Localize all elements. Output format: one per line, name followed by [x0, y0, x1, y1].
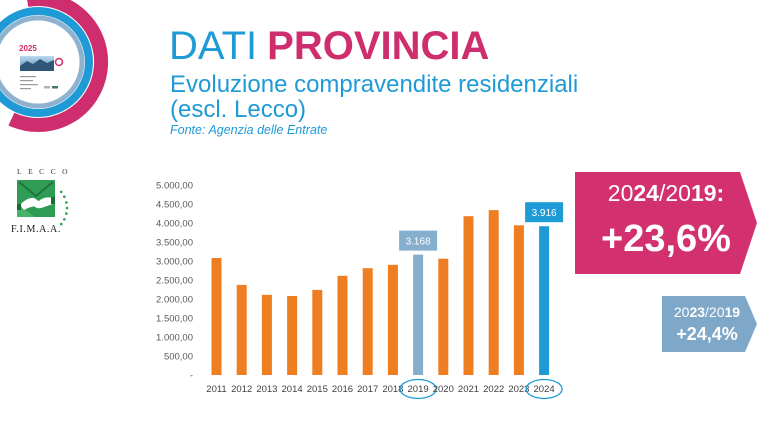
fimaa-logo: LECCO F.I.M.A.A. — [11, 167, 74, 235]
data-label-text: 3.168 — [406, 236, 431, 247]
subtitle-line-1: Evoluzione compravendite residenziali — [170, 71, 579, 98]
comparison-label: 2023/2019 — [662, 304, 752, 321]
badge-fine-print — [20, 76, 58, 90]
badge-year-text: 2025 — [19, 44, 37, 53]
x-tick-label-2017: 2017 — [357, 384, 378, 395]
y-tick-label: 3.000,00 — [156, 256, 193, 267]
label-part: 20 — [673, 304, 690, 320]
page-title: DATI PROVINCIA — [169, 22, 489, 70]
bar-2017 — [362, 268, 373, 375]
highlight-circle-2024 — [525, 378, 563, 400]
x-tick-label-2020: 2020 — [433, 384, 454, 395]
fimaa-city-text: LECCO — [17, 167, 74, 176]
label-part: 23 — [689, 304, 706, 320]
x-tick-label-2015: 2015 — [307, 384, 328, 395]
x-tick-label-2011: 2011 — [206, 384, 226, 395]
page-title-bold: PROVINCIA — [267, 24, 490, 68]
bar-2020 — [438, 258, 449, 375]
bar-2019 — [413, 254, 424, 375]
y-tick-label: 5.000,00 — [156, 180, 193, 191]
bar-2013 — [261, 294, 272, 375]
page-subtitle: Evoluzione compravendite residenziali (e… — [170, 72, 578, 122]
y-tick-label: 2.000,00 — [156, 294, 193, 305]
data-label-box — [525, 202, 564, 223]
badge-outer-ring — [8, 0, 109, 133]
data-label-box — [399, 230, 438, 251]
comparison-callout-2023-2019: 2023/2019 +24,4% — [662, 296, 758, 353]
y-tick-label: 2.500,00 — [156, 275, 193, 286]
y-tick-label: 500,00 — [164, 351, 193, 362]
bar-2018 — [387, 264, 398, 375]
x-tick-label-2013: 2013 — [256, 384, 277, 395]
bar-2012 — [236, 284, 247, 375]
badge-blue-ring — [0, 7, 93, 117]
label-part: 19 — [724, 304, 741, 320]
label-part: 20 — [607, 180, 634, 206]
bar-2014 — [287, 296, 298, 375]
data-label-2024: 3.916 — [525, 202, 564, 223]
label-part: 19: — [690, 180, 725, 206]
bar-2015 — [312, 289, 323, 375]
x-tick-label-2021: 2021 — [458, 384, 479, 395]
x-tick-label-2023: 2023 — [508, 384, 529, 395]
bar-2024 — [539, 226, 550, 375]
callout-arrow-shape — [662, 296, 757, 352]
callout-arrow-shape — [575, 172, 757, 274]
source-note: Fonte: Agenzia delle Entrate — [170, 123, 328, 137]
label-part: /20 — [705, 304, 725, 320]
badge-photo-mountains — [20, 59, 54, 71]
comparison-value: +24,4% — [676, 324, 738, 344]
badge-ring-mark — [54, 57, 64, 67]
subtitle-line-2: (escl. Lecco) — [170, 96, 307, 123]
label-part: 24 — [633, 180, 659, 206]
handshake-icon — [17, 180, 55, 217]
compravendite-bar-chart: - 500,00 1.000,00 1.500,00 2.000,00 2.500,00 3… — [156, 180, 564, 400]
badge-steel-ring — [0, 15, 85, 109]
label-part: /20 — [658, 180, 691, 206]
bar-2023 — [513, 225, 524, 375]
highlight-circle-2019 — [399, 378, 437, 400]
x-tick-label-2018: 2018 — [382, 384, 403, 395]
x-tick-label-2012: 2012 — [231, 384, 252, 395]
comparison-value: +23,6% — [601, 218, 731, 260]
x-tick-label-2024: 2024 — [534, 384, 555, 395]
data-label-text: 3.916 — [532, 208, 557, 219]
y-tick-label: 3.500,00 — [156, 237, 193, 248]
y-tick-label: 4.500,00 — [156, 199, 193, 210]
fimaa-name-text: F.I.M.A.A. — [11, 224, 61, 235]
x-tick-label-2019: 2019 — [408, 384, 429, 395]
page-title-light: DATI — [169, 24, 258, 68]
y-tick-label: 1.000,00 — [156, 332, 193, 343]
comparison-label: 2024/2019: — [575, 180, 757, 207]
bar-2016 — [337, 275, 348, 375]
y-tick-label: - — [190, 370, 193, 381]
bar-2011 — [211, 258, 222, 375]
comparison-callout-2024-2019: 2024/2019: +23,6% — [575, 172, 758, 275]
x-tick-label-2016: 2016 — [332, 384, 353, 395]
fimaa-dot-arc — [59, 190, 69, 226]
data-label-2019: 3.168 — [399, 230, 438, 251]
x-tick-label-2014: 2014 — [282, 384, 303, 395]
event-badge-logo: 2025 — [0, 0, 109, 133]
y-tick-label: 1.500,00 — [156, 313, 193, 324]
y-tick-label: 4.000,00 — [156, 218, 193, 229]
bar-2021 — [463, 216, 474, 375]
x-tick-label-2022: 2022 — [483, 384, 504, 395]
bar-2022 — [488, 210, 499, 375]
